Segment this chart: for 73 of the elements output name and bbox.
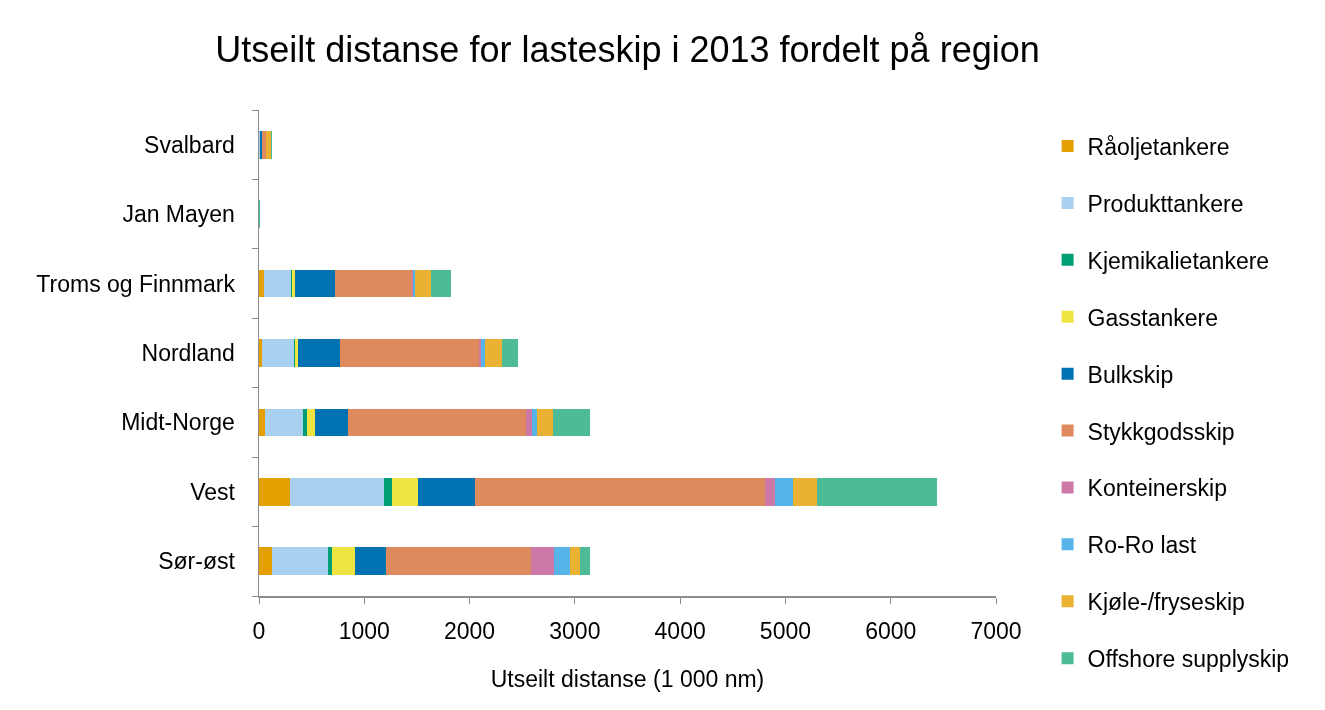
- y-tick-label: Midt-Norge: [121, 409, 235, 436]
- bar: [384, 477, 392, 506]
- bar: [553, 547, 570, 576]
- bar: [259, 477, 290, 506]
- legend-label: Kjemikalietankere: [1087, 247, 1270, 274]
- bar: [262, 130, 267, 159]
- bar: [307, 408, 315, 437]
- y-tick-label: Troms og Finnmark: [36, 270, 236, 297]
- chart-title: Utseilt distanse for lasteskip i 2013 fordelt på region: [215, 29, 1040, 71]
- legend-label: Bulkskip: [1087, 361, 1174, 388]
- x-tick-label: 4000: [654, 618, 706, 645]
- x-tick-label: 3000: [549, 618, 601, 645]
- x-tick-label: 6000: [865, 618, 917, 645]
- bar: [817, 477, 938, 506]
- bar: [481, 339, 486, 367]
- bar: [391, 477, 418, 506]
- y-tick-label: Nordland: [141, 340, 235, 367]
- legend-label: Produkttankere: [1087, 190, 1244, 217]
- bar: [259, 547, 272, 576]
- bar: [526, 408, 532, 437]
- bar: [259, 269, 265, 298]
- bar: [271, 547, 329, 576]
- bar: [569, 547, 581, 576]
- bar: [536, 408, 553, 437]
- bar: [530, 547, 554, 576]
- bar: [303, 408, 308, 437]
- bar: [430, 269, 451, 298]
- bar: [340, 339, 480, 367]
- bar: [417, 477, 475, 506]
- bar: [328, 547, 332, 576]
- x-tick-label: 2000: [443, 618, 496, 645]
- bar: [297, 339, 341, 367]
- bar: [294, 269, 335, 298]
- legend-label: Ro-Ro last: [1087, 532, 1197, 559]
- bar: [792, 477, 818, 506]
- bar: [331, 547, 355, 576]
- bar: [259, 408, 266, 437]
- bar: [502, 339, 518, 367]
- bar: [386, 547, 531, 576]
- y-tick-label: Svalbard: [144, 131, 235, 158]
- legend-label: Gasstankere: [1087, 304, 1218, 331]
- y-tick-label: Vest: [190, 478, 236, 505]
- bar: [265, 408, 304, 437]
- bar: [259, 339, 263, 367]
- bar: [774, 477, 793, 506]
- bar: [314, 408, 349, 437]
- legend-label: Offshore supplyskip: [1087, 646, 1290, 673]
- bar: [580, 547, 590, 576]
- bar: [264, 269, 291, 298]
- bar: [531, 408, 537, 437]
- y-tick-label: Sør-øst: [158, 548, 236, 575]
- x-tick-label: 0: [252, 618, 266, 645]
- x-tick-label: 5000: [759, 618, 812, 645]
- legend-label: Kjøle-/fryseskip: [1087, 589, 1245, 616]
- bar: [354, 547, 387, 576]
- bar: [485, 339, 503, 367]
- bar: [334, 269, 412, 298]
- y-tick-label: Jan Mayen: [122, 201, 235, 228]
- bar: [262, 339, 294, 367]
- bar: [414, 269, 431, 298]
- bar: [266, 130, 271, 159]
- x-axis-title: Utseilt distanse (1 000 nm): [490, 666, 765, 693]
- x-tick-label: 1000: [338, 618, 390, 645]
- bar: [348, 408, 527, 437]
- legend-label: Konteinerskip: [1087, 475, 1227, 502]
- bar: [552, 408, 590, 437]
- bar: [289, 477, 385, 506]
- legend-label: Råoljetankere: [1087, 134, 1230, 160]
- x-tick-label: 7000: [970, 618, 1022, 645]
- bar: [479, 339, 482, 367]
- legend-label: Stykkgodsskip: [1087, 418, 1235, 445]
- bar: [474, 477, 766, 506]
- bar: [765, 477, 775, 506]
